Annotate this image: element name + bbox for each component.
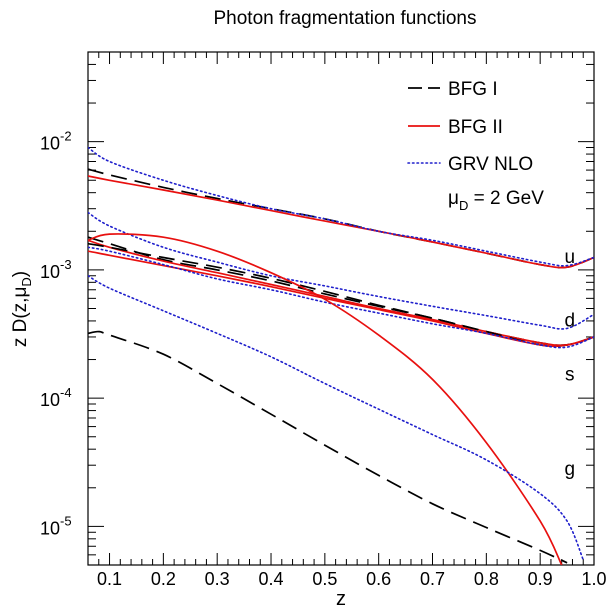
series-line-d-grv-nlo (88, 211, 594, 330)
y-axis-label: z D(z,μD) (10, 271, 34, 347)
y-tick-label-exp: -3 (60, 257, 72, 272)
y-tick-label-exp: -4 (60, 385, 72, 400)
y-tick-label-exp: -5 (60, 513, 72, 528)
x-tick-label: 0.3 (205, 569, 230, 589)
series-line-u-grv-nlo (88, 146, 594, 267)
x-tick-label: 0.1 (97, 569, 122, 589)
y-axis-label-close: ) (10, 271, 31, 277)
y-tick-label-base: 10 (40, 262, 60, 282)
x-tick-label: 0.6 (366, 569, 391, 589)
scale-annotation-rest: = 2 GeV (468, 188, 544, 209)
axis-ticks (87, 51, 595, 565)
y-tick-label-exp: -2 (60, 129, 72, 144)
curve-label-d: d (564, 311, 575, 332)
y-tick-label: 10-5 (40, 513, 72, 538)
curve-label-s: s (565, 365, 575, 386)
series-line-d-bfg-ii (88, 239, 594, 347)
series-line-s-grv-nlo (88, 246, 594, 349)
legend-label: GRV NLO (448, 154, 533, 175)
x-tick-label: 0.8 (474, 569, 499, 589)
chart-title: Photon fragmentation functions (213, 8, 476, 29)
legend-label: BFG II (448, 117, 503, 138)
y-axis-label-main: z D(z,μ (10, 287, 31, 348)
y-axis-label-group: z D(z,μD) (10, 271, 34, 347)
curve-labels: u d s g (564, 247, 575, 480)
series-line-g-grv-nlo (88, 275, 584, 561)
scale-annotation-mu: μ (448, 188, 459, 209)
series-line-g-bfg-i (88, 330, 568, 564)
scale-annotation-sub: D (459, 198, 468, 213)
x-tick-label: 0.4 (259, 569, 284, 589)
curve-label-u: u (564, 247, 575, 268)
y-axis-label-sub: D (19, 277, 34, 286)
y-tick-label-base: 10 (40, 518, 60, 538)
x-axis-label: z (336, 588, 346, 608)
legend: BFG I BFG II GRV NLO (407, 79, 533, 175)
plot-area (87, 51, 595, 566)
y-tick-label: 10-4 (40, 385, 72, 410)
series-line-d-bfg-i (88, 236, 594, 347)
y-tick-label: 10-2 (40, 129, 72, 154)
y-tick-label: 10-3 (40, 257, 72, 282)
x-tick-label: 0.2 (151, 569, 176, 589)
series-line-u-bfg-ii (88, 175, 594, 269)
y-tick-label-base: 10 (40, 390, 60, 410)
x-tick-label: 1.0 (581, 569, 606, 589)
legend-label: BFG I (448, 79, 498, 100)
x-tick-label: 0.9 (528, 569, 553, 589)
series-layer (88, 146, 594, 565)
series-line-g-bfg-ii (88, 233, 563, 565)
y-tick-labels: 10-510-410-310-2 (40, 129, 72, 539)
x-tick-labels: 0.1 0.2 0.3 0.4 0.5 0.6 0.7 0.8 0.9 1.0 (97, 569, 606, 589)
y-tick-label-base: 10 (40, 134, 60, 154)
curve-label-g: g (564, 459, 575, 480)
x-tick-label: 0.7 (420, 569, 445, 589)
x-tick-label: 0.5 (312, 569, 337, 589)
series-line-u-bfg-i (88, 168, 594, 269)
scale-annotation: μD = 2 GeV (448, 188, 544, 213)
